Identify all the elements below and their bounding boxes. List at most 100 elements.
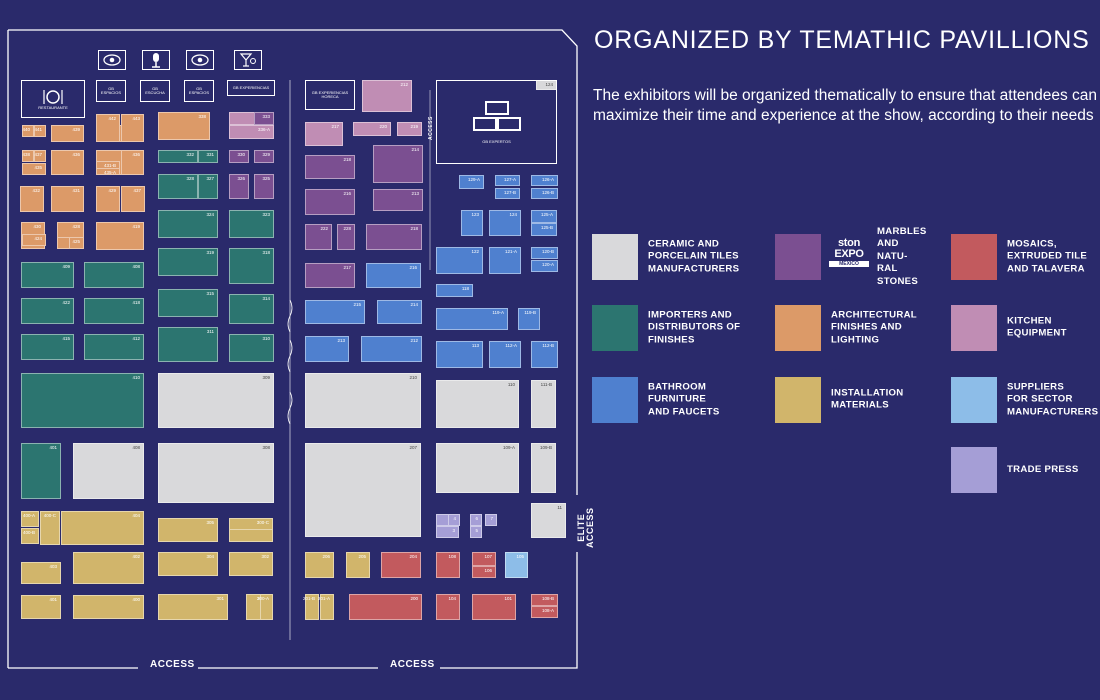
booth-installation[interactable]: 205	[346, 552, 370, 578]
booth-marbles[interactable]: 228	[337, 224, 355, 250]
booth-importers[interactable]: 327	[198, 174, 218, 199]
booth-kitchen[interactable]: 220	[353, 122, 391, 136]
booth-importers[interactable]: 311	[158, 327, 218, 362]
booth-architectural[interactable]: 442	[96, 114, 120, 142]
booth-architectural[interactable]: 437	[34, 150, 46, 162]
booth-architectural[interactable]: 425	[69, 237, 84, 249]
booth-architectural[interactable]: 435-A	[96, 168, 120, 175]
booth-marbles[interactable]: 218	[366, 224, 422, 250]
booth-bathroom[interactable]: 120-A	[531, 260, 558, 272]
booth-importers[interactable]: 412	[84, 334, 144, 360]
booth-marbles[interactable]: 333	[254, 112, 274, 125]
booth-architectural[interactable]: 338	[158, 112, 210, 140]
booth-ceramic[interactable]: 408	[73, 443, 144, 499]
booth-bathroom[interactable]: 112-A	[489, 341, 521, 368]
booth-importers[interactable]: 310	[229, 334, 274, 362]
booth-bathroom[interactable]: 213	[305, 336, 349, 362]
booth-bathroom[interactable]: 127-B	[495, 188, 520, 199]
booth-mosaics[interactable]: 104	[436, 594, 460, 620]
booth-ceramic[interactable]: 207	[305, 443, 421, 537]
area-restaurant[interactable]: RESTAURANTE	[21, 80, 85, 118]
booth-importers[interactable]: 331	[198, 150, 218, 163]
booth-installation[interactable]: 305	[158, 518, 218, 542]
booth-importers[interactable]: 328	[158, 174, 198, 199]
booth-mosaics[interactable]: 101	[472, 594, 516, 620]
booth-marbles[interactable]: 330	[229, 150, 249, 163]
booth-architectural[interactable]: 429	[96, 186, 120, 212]
booth-installation[interactable]: 404	[61, 511, 144, 545]
booth-marbles[interactable]: 325	[254, 174, 274, 199]
booth-installation[interactable]: 304	[158, 552, 218, 576]
booth-importers[interactable]: 410	[21, 373, 144, 428]
booth-importers[interactable]: 409	[21, 262, 74, 288]
booth-mosaics[interactable]: 108-B	[531, 594, 558, 606]
booth-bathroom[interactable]: 125-A	[531, 210, 557, 223]
booth-ceramic[interactable]: 309	[158, 373, 274, 428]
booth-suppliers[interactable]: 105	[505, 552, 528, 578]
booth-press[interactable]: 6	[470, 514, 482, 526]
booth-bathroom[interactable]: 122	[436, 247, 483, 274]
booth-architectural[interactable]: 432	[20, 186, 44, 212]
booth-importers[interactable]: 332	[158, 150, 198, 163]
booth-bathroom[interactable]: 123	[461, 210, 483, 236]
booth-mosaics[interactable]: 106	[472, 566, 496, 578]
booth-bathroom[interactable]: 113	[436, 341, 483, 368]
booth-architectural[interactable]: 435	[22, 163, 46, 175]
booth-marbles[interactable]: 222	[305, 224, 332, 250]
booth-ceramic[interactable]: 109-A	[436, 443, 519, 493]
booth-importers[interactable]: 408	[84, 262, 144, 288]
booth-importers[interactable]: 318	[229, 248, 274, 284]
booth-importers[interactable]: 415	[21, 334, 74, 360]
booth-ceramic[interactable]: 11	[531, 503, 566, 538]
booth-importers[interactable]: 422	[21, 298, 74, 324]
booth-installation[interactable]: 400-C	[40, 511, 60, 545]
booth-architectural[interactable]: 419	[96, 222, 144, 250]
booth-kitchen[interactable]: 217	[305, 122, 343, 146]
booth-installation[interactable]: 401	[21, 595, 61, 619]
booth-bathroom[interactable]: 129-A	[459, 175, 484, 189]
area-gb-experiencias-horeca[interactable]: GB EXPERIENCIAS HORECA	[305, 80, 355, 110]
booth-kitchen[interactable]: 336-A	[229, 125, 274, 139]
booth-importers[interactable]: 401	[21, 443, 61, 499]
booth-architectural[interactable]: 436	[51, 150, 84, 175]
booth-importers[interactable]: 319	[158, 248, 218, 276]
booth-installation[interactable]: 301	[158, 594, 228, 620]
booth-architectural[interactable]: 443	[121, 114, 144, 142]
booth-marbles[interactable]: 213	[373, 189, 423, 211]
booth-press[interactable]: 7	[485, 514, 497, 526]
area-gb-experiencias[interactable]: GB EXPERIENCIAS	[227, 80, 275, 96]
booth-marbles[interactable]: 329	[254, 150, 274, 163]
booth-installation[interactable]: 302	[229, 552, 273, 576]
booth-ceramic[interactable]: 109-B	[531, 443, 556, 493]
booth-bathroom[interactable]: 126-A	[531, 175, 558, 186]
booth-kitchen[interactable]: 212	[362, 80, 412, 112]
booth-mosaics[interactable]: 108-A	[531, 606, 558, 618]
booth-installation[interactable]: 400-A	[21, 511, 39, 527]
booth-bathroom[interactable]: 126-B	[531, 188, 558, 199]
booth-installation[interactable]: 206	[305, 552, 334, 578]
booth-bathroom[interactable]: 216	[366, 263, 421, 288]
booth-importers[interactable]: 323	[229, 210, 274, 238]
booth-installation[interactable]: 201-A	[318, 594, 334, 620]
booth-installation[interactable]: 400-B	[21, 528, 39, 544]
booth-architectural[interactable]: 439	[51, 125, 84, 142]
booth-marbles[interactable]: 217	[305, 263, 355, 288]
booth-architectural[interactable]: 441	[34, 125, 46, 137]
area-gb-escucha[interactable]: GB ESCUCHA	[140, 80, 170, 102]
booth-mosaics[interactable]: 108	[436, 552, 460, 578]
area-gb-espacios-1[interactable]: GB ESPACIOS	[96, 80, 126, 102]
booth-ceramic[interactable]: 110	[436, 380, 519, 428]
booth-bathroom[interactable]: 119-A	[436, 308, 508, 330]
booth-architectural[interactable]: 438	[22, 150, 34, 162]
booth-bathroom[interactable]: 124	[489, 210, 521, 236]
booth-marbles[interactable]: 326	[229, 174, 249, 199]
booth-bathroom[interactable]: 121-A	[489, 247, 521, 274]
booth-marbles[interactable]: 218	[305, 155, 355, 179]
booth-bathroom[interactable]: 212	[361, 336, 422, 362]
booth-mosaics[interactable]: 200	[349, 594, 422, 620]
area-gb-espacios-2[interactable]: GB ESPACIOS	[184, 80, 214, 102]
booth-press[interactable]: 4	[448, 514, 460, 526]
booth-bathroom[interactable]: 127-A	[495, 175, 520, 186]
booth-architectural[interactable]: 440	[22, 125, 34, 137]
booth-bathroom[interactable]: 119-B	[518, 308, 540, 330]
